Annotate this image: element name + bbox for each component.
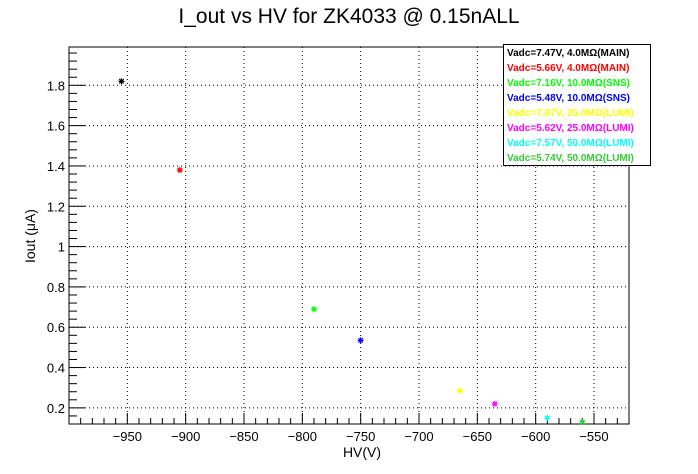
legend-entry: Vadc=5.66V, 4.0MΩ(MAIN)	[507, 63, 630, 74]
y-tick-label: 1.6	[47, 119, 65, 134]
legend-entry: Vadc=5.74V, 50.0MΩ(LUMI)	[507, 153, 634, 164]
axis-ticks	[69, 52, 630, 424]
legend-entry: Vadc=7.87V, 25.0MΩ(LUMI)	[507, 108, 634, 119]
data-point	[176, 166, 183, 173]
chart-title: I_out vs HV for ZK4033 @ 0.15nALL	[178, 5, 520, 28]
grid-lines	[69, 47, 629, 424]
data-point	[491, 400, 498, 407]
y-tick-label: 1.4	[47, 159, 65, 174]
y-tick-label: 0.2	[47, 401, 65, 416]
x-tick-label: −550	[579, 429, 608, 444]
x-tick-label: −650	[463, 429, 492, 444]
y-tick-label: 1.8	[47, 78, 65, 93]
x-tick-label: −850	[229, 429, 258, 444]
data-point	[118, 78, 125, 85]
data-point	[579, 418, 586, 425]
y-tick-label: 1	[58, 240, 65, 255]
data-points	[118, 78, 586, 425]
legend-entry: Vadc=7.16V, 10.0MΩ(SNS)	[507, 78, 630, 89]
data-point	[311, 306, 317, 313]
y-tick-label: 0.8	[47, 280, 65, 295]
legend-entry: Vadc=5.62V, 25.0MΩ(LUMI)	[507, 123, 634, 134]
x-tick-label: −900	[171, 429, 200, 444]
legend: Vadc=7.47V, 4.0MΩ(MAIN) Vadc=5.66V, 4.0MΩ…	[503, 44, 651, 166]
x-tick-label: −750	[346, 429, 375, 444]
x-tick-label: −950	[113, 429, 142, 444]
y-tick-label: 0.4	[47, 361, 65, 376]
data-point	[357, 337, 364, 344]
data-point	[544, 414, 551, 421]
legend-entry: Vadc=7.47V, 4.0MΩ(MAIN)	[507, 48, 630, 59]
data-point	[456, 387, 463, 394]
x-tick-label: −700	[404, 429, 433, 444]
tick-labels: −950 −900 −850 −800 −750 −700 −650 −600 −550 0.2 0…	[47, 78, 609, 444]
legend-entry: Vadc=7.57V, 50.0MΩ(LUMI)	[507, 138, 634, 149]
x-tick-label: −600	[521, 429, 550, 444]
y-axis-label: Iout (μA)	[22, 209, 38, 263]
legend-entry: Vadc=5.48V, 10.0MΩ(SNS)	[507, 93, 630, 104]
y-tick-label: 0.6	[47, 320, 65, 335]
x-tick-label: −800	[288, 429, 317, 444]
y-tick-label: 1.2	[47, 199, 65, 214]
x-axis-label: HV(V)	[342, 444, 382, 460]
